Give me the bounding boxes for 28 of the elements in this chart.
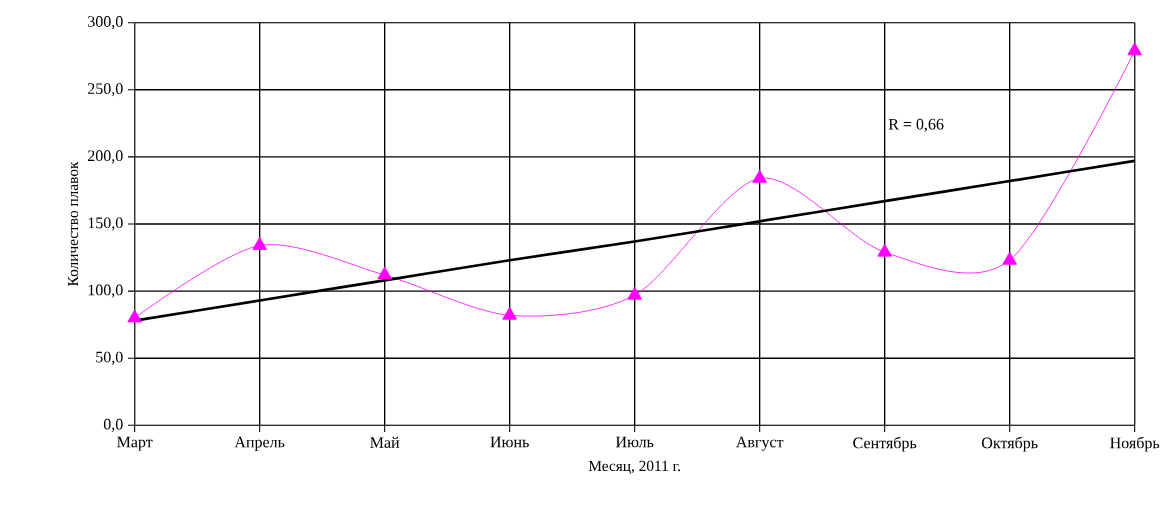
y-axis-title: Количество плавок <box>67 161 79 286</box>
x-tick-label: Апрель <box>234 436 285 451</box>
point <box>502 306 517 320</box>
y-tick-label: 200,0 <box>88 150 123 164</box>
y-tick-label: 100,0 <box>88 284 123 298</box>
x-tick-label: Август <box>735 436 784 451</box>
annotation: R = 0,66 <box>888 118 944 132</box>
x-tick-label: Сентябрь <box>853 436 917 452</box>
x-tick-label: Март <box>117 436 153 451</box>
point <box>752 169 767 183</box>
x-tick-label: Ноябрь <box>1110 436 1160 452</box>
point <box>377 266 392 280</box>
point <box>252 237 267 250</box>
point <box>1127 42 1143 56</box>
x-tick-label: Июнь <box>490 436 529 448</box>
y-tick-label: 0,0 <box>103 418 123 432</box>
x-axis-title: Месяц, 2011 г. <box>588 460 680 474</box>
x-tick-label: Июль <box>615 436 654 448</box>
point <box>877 243 893 257</box>
x-tick-label: Май <box>370 436 400 448</box>
x-tick-label: Октябрь <box>981 436 1038 452</box>
point <box>127 309 142 323</box>
point <box>627 286 642 300</box>
y-tick-label: 150,0 <box>88 217 123 231</box>
y-tick-label: 50,0 <box>96 351 123 365</box>
y-tick-label: 250,0 <box>88 83 123 97</box>
point <box>1002 251 1017 265</box>
y-tick-label: 300,0 <box>88 16 123 30</box>
